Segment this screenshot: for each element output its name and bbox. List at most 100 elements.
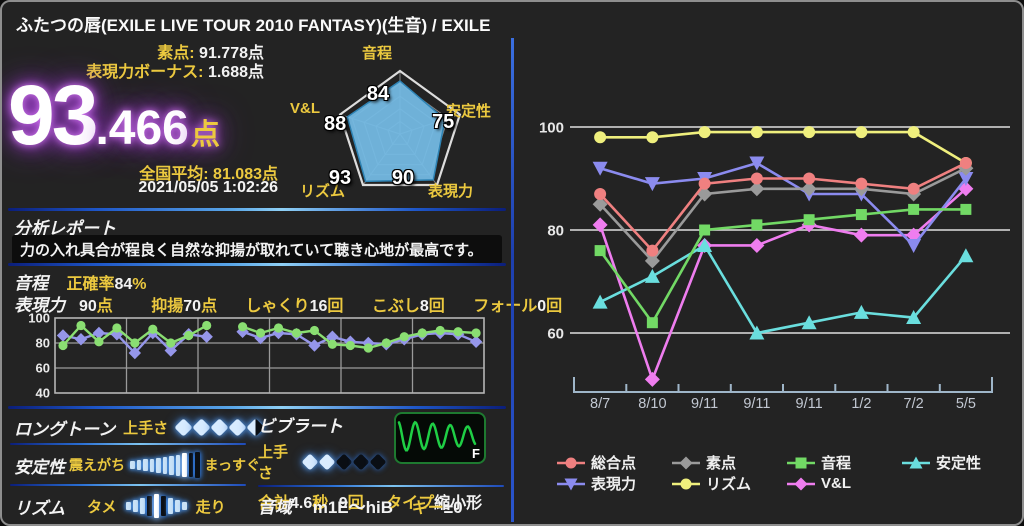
score-history-chart: 100 80 60 8/7 8/10 9/11 9/11 9/11 1/2 7/2 5/5 <box>539 120 1010 412</box>
national-average-value: 81.083点 <box>213 166 278 183</box>
vibrato-total-row: 合計4.6秒 9回 タイプ縮小形 <box>258 489 508 513</box>
inflection-unit: 点 <box>201 298 218 315</box>
legend-item: 音程 <box>786 452 901 473</box>
longtone-row: ロングトーン 上手さ <box>14 414 265 440</box>
vibrato-heading: ビブラート <box>258 417 343 436</box>
gauge-bar <box>169 455 174 475</box>
rhythm-right-label: 走り <box>195 498 226 516</box>
radar-axis-value: 75 <box>432 111 455 133</box>
diamond-empty-icon <box>352 453 369 471</box>
rhythm-gauge <box>125 492 188 520</box>
longtone-rating <box>173 417 265 437</box>
chart-legend: 総合点 素点 音程 安定性 表現力 リズム V&L <box>556 452 1022 494</box>
gauge-indicator <box>153 494 159 518</box>
radar-chart: 音程 84 安定性 75 表現力 90 リズム 93 V&L 88 <box>290 42 498 214</box>
kobushi-value: 8 <box>419 298 429 315</box>
vibrato-skill-label: 上手さ <box>258 444 289 482</box>
rhythm-row: リズム タメ 走り <box>14 491 226 521</box>
vibrato-waveform <box>397 420 477 452</box>
gauge-bar <box>146 496 152 516</box>
pitch-stats-row: 音程 正確率84% <box>14 269 147 294</box>
radar-axis-value: 88 <box>324 113 347 135</box>
legend-item: リズム <box>671 473 786 494</box>
section-divider <box>8 406 506 409</box>
gauge-bar <box>136 460 141 470</box>
svg-text:8/7: 8/7 <box>590 396 610 412</box>
report-heading: 分析レポート <box>14 219 116 238</box>
key-value: ±0 <box>443 498 463 517</box>
raw-score-label: 素点: <box>157 45 195 62</box>
stability-gauge <box>129 451 201 479</box>
gauge-indicator <box>182 453 187 477</box>
svg-text:9/11: 9/11 <box>691 396 718 412</box>
fall-label: フォール <box>473 298 538 315</box>
gauge-bar <box>195 452 200 478</box>
gauge-bar <box>188 453 193 477</box>
radar-axis-value: 93 <box>328 167 352 189</box>
stability-right-label: まっすぐ <box>204 457 260 473</box>
total-score-fraction: .466 <box>95 102 189 155</box>
raw-score-row: 素点: 91.778点 <box>2 44 264 63</box>
legend-marker-triangle-down <box>557 478 585 490</box>
legend-label: 安定性 <box>936 455 982 472</box>
rhythm-left-label: タメ <box>87 498 117 516</box>
total-score: 93.466 点 <box>8 73 220 157</box>
inflection-value: 70 <box>183 298 202 315</box>
history-series-0 <box>599 161 967 253</box>
diamond-full-icon <box>318 453 335 471</box>
gauge-bar <box>181 502 187 510</box>
national-average-label: 全国平均: <box>139 166 209 183</box>
radar-chart-svg <box>338 69 462 187</box>
radar-axis-value: 90 <box>391 167 415 189</box>
svg-text:9/11: 9/11 <box>743 396 770 412</box>
accuracy-unit: % <box>132 276 147 293</box>
history-series-6 <box>598 187 967 384</box>
history-series-5 <box>600 130 967 165</box>
kobushi-label: こぶし <box>371 298 420 315</box>
song-title: ふたつの唇(EXILE LIVE TOUR 2010 FANTASY)(生音) … <box>16 16 491 35</box>
diamond-empty-icon <box>369 453 386 471</box>
svg-text:9/11: 9/11 <box>796 396 823 412</box>
shakuri-label: しゃくり <box>245 298 310 315</box>
national-average-row: 全国平均: 81.083点 <box>2 160 278 184</box>
vibrato-total-label: 合計 <box>258 495 291 512</box>
radar-axis-value: 84 <box>366 83 390 105</box>
score-sub-labels: 素点: 91.778点 表現力ボーナス: 1.688点 <box>2 44 264 82</box>
raw-score-value: 91.778点 <box>199 45 264 62</box>
radar-axis-label: 安定性 <box>446 103 492 120</box>
history-series-2 <box>599 208 966 326</box>
vibrato-top: ビブラート 上手さ F <box>258 412 508 483</box>
rhythm-heading: リズム <box>14 498 65 518</box>
legend-label: 表現力 <box>591 476 637 493</box>
diamond-full-icon <box>209 417 229 437</box>
key-label: キー <box>411 500 444 517</box>
svg-text:5/5: 5/5 <box>956 396 976 412</box>
legend-marker-diamond <box>672 456 700 469</box>
section-divider <box>8 263 506 266</box>
longtone-skill-label: 上手さ <box>123 419 169 437</box>
vibrato-waveform-box: F <box>394 412 486 464</box>
expression-stats-row: 表現力 90点 抑揚70点 しゃくり16回 こぶし8回 フォール0回 <box>14 291 562 316</box>
legend-item: V&L <box>786 473 901 494</box>
gauge-bar <box>125 502 131 510</box>
vibrato-count-unit: 回 <box>347 495 364 512</box>
pitch-heading: 音程 <box>14 274 48 293</box>
diamond-full-icon <box>173 417 193 437</box>
legend-label: V&L <box>821 475 851 492</box>
history-series-3 <box>599 243 967 335</box>
gauge-bar <box>149 458 154 472</box>
gauge-bar <box>143 459 148 471</box>
legend-label: 総合点 <box>591 455 637 472</box>
vibrato-count-value: 9 <box>338 495 348 512</box>
diamond-full-icon <box>227 417 247 437</box>
vibrato-type-value: 縮小形 <box>434 495 483 512</box>
panel-divider <box>511 38 514 522</box>
section-pitch-chart: 100 80 60 40 <box>28 311 485 401</box>
svg-text:60: 60 <box>36 361 50 376</box>
subsection-divider <box>10 443 246 445</box>
legend-marker-triangle-up <box>902 456 930 468</box>
stability-left-label: 震えがち <box>69 457 125 473</box>
report-text: 力の入れ具合が程良く自然な抑揚が取れていて聴き心地が最高です。 <box>12 235 502 264</box>
longtone-heading: ロングトーン <box>14 419 116 439</box>
